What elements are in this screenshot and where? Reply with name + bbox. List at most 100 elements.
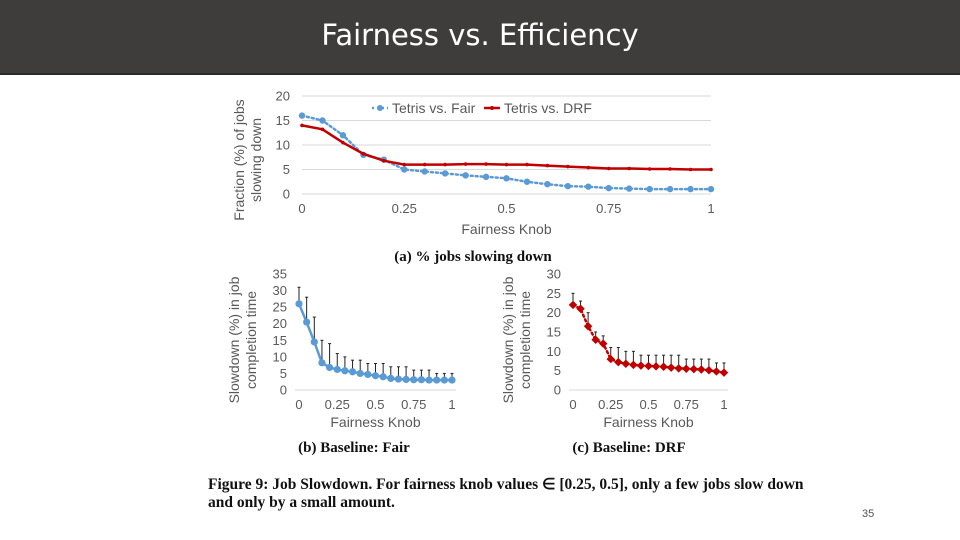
y-tick-label: 10 [547, 344, 561, 359]
data-point [651, 362, 661, 371]
y-tick-label: 5 [554, 363, 561, 378]
x-tick-label: 0.5 [366, 397, 384, 412]
data-point [605, 184, 612, 192]
data-point [668, 167, 672, 171]
data-point [503, 175, 510, 182]
y-tick-label: 15 [547, 325, 561, 340]
data-point [440, 376, 448, 384]
data-point [341, 140, 345, 145]
data-point [704, 366, 714, 375]
data-point [448, 376, 456, 384]
y-tick-label: 35 [273, 267, 287, 282]
y-tick-label: 5 [283, 162, 290, 177]
x-tick-label: 0.75 [596, 201, 621, 216]
data-point [583, 321, 593, 331]
figure-caption: Figure 9: Job Slowdown. For fairness kno… [208, 476, 804, 511]
y-axis-label: Fraction (%) of jobsslowing down [231, 99, 264, 220]
y-axis-label: Slowdown (%) in jobcompletion time [226, 276, 259, 403]
y-tick-label: 15 [273, 333, 287, 348]
data-point [303, 318, 311, 326]
title-bar: Fairness vs. Efficiency [0, 0, 960, 75]
data-point [387, 374, 395, 382]
data-point [462, 172, 469, 179]
data-point [689, 364, 699, 374]
legend-marker [377, 105, 383, 111]
chart-subcaption: (b) Baseline: Fair [298, 440, 410, 456]
y-tick-label: 0 [554, 383, 561, 398]
y-tick-label: 20 [547, 305, 561, 320]
data-point [666, 185, 674, 193]
legend: Tetris vs. Fair Tetris vs. DRF [372, 100, 592, 116]
chart-c-baseline-drf: 0 5 10 15 20 25 30 0 0.25 0.5 0.75 1 Fairness Knob Sl… [500, 267, 729, 456]
data-point [371, 372, 380, 380]
data-point [417, 376, 425, 384]
series-data [295, 286, 456, 384]
x-tick-label: 0.5 [497, 201, 515, 216]
data-point [482, 173, 490, 181]
x-tick-label: 0.25 [325, 397, 350, 412]
x-tick-label: 0.25 [392, 201, 417, 216]
chart-subcaption: (a) % jobs slowing down [394, 249, 552, 265]
data-point [441, 170, 449, 177]
chart-subcaption: (c) Baseline: DRF [572, 440, 685, 456]
data-point [659, 362, 668, 372]
data-point [326, 363, 334, 372]
data-point [614, 357, 623, 367]
x-tick-label: 0.75 [674, 397, 699, 412]
data-point [339, 132, 347, 139]
data-point [320, 127, 325, 132]
data-point [606, 166, 611, 171]
y-tick-label: 30 [273, 283, 287, 298]
slide-title: Fairness vs. Efficiency [321, 18, 639, 52]
data-point [410, 376, 418, 384]
data-point [310, 338, 318, 346]
y-tick-label: 15 [276, 113, 290, 128]
data-point [525, 162, 529, 167]
data-point [422, 162, 427, 167]
x-axis-label: Fairness Knob [603, 414, 693, 430]
data-point [606, 354, 615, 364]
x-tick-label: 0 [569, 397, 576, 412]
data-point [319, 117, 326, 124]
x-tick-label: 1 [720, 397, 727, 412]
legend-marker [490, 106, 494, 110]
data-point [626, 185, 633, 192]
x-tick-label: 0 [298, 201, 305, 216]
data-point [348, 368, 357, 376]
data-point [627, 166, 631, 171]
data-point [621, 359, 631, 368]
data-point [636, 361, 646, 370]
data-point [298, 112, 306, 119]
data-point [564, 182, 572, 190]
x-tick-label: 1 [707, 201, 714, 216]
data-point [401, 166, 408, 173]
data-point [361, 152, 366, 156]
data-point [568, 300, 578, 310]
data-point [712, 367, 721, 376]
data-point [666, 363, 676, 372]
x-tick-label: 0 [295, 397, 302, 412]
data-point [644, 361, 653, 371]
data-point [382, 158, 386, 163]
series-tetris-vs-drf [300, 123, 713, 172]
y-tick-label: 20 [276, 89, 290, 104]
y-tick-label: 20 [273, 316, 287, 331]
data-point [402, 375, 410, 383]
x-tick-label: 0.75 [401, 397, 426, 412]
data-point [629, 360, 638, 370]
data-point [598, 339, 608, 348]
y-tick-label: 5 [280, 366, 287, 381]
data-point [709, 167, 713, 172]
data-point [719, 368, 729, 377]
data-point [295, 300, 303, 308]
y-tick-label: 10 [276, 138, 290, 153]
data-point [318, 359, 326, 367]
data-point [356, 369, 364, 378]
data-point [394, 375, 403, 383]
y-tick-label: 25 [273, 300, 287, 315]
data-point [647, 167, 652, 171]
legend-label: Tetris vs. Fair [392, 100, 476, 116]
data-point [425, 376, 433, 384]
data-point [379, 373, 387, 381]
